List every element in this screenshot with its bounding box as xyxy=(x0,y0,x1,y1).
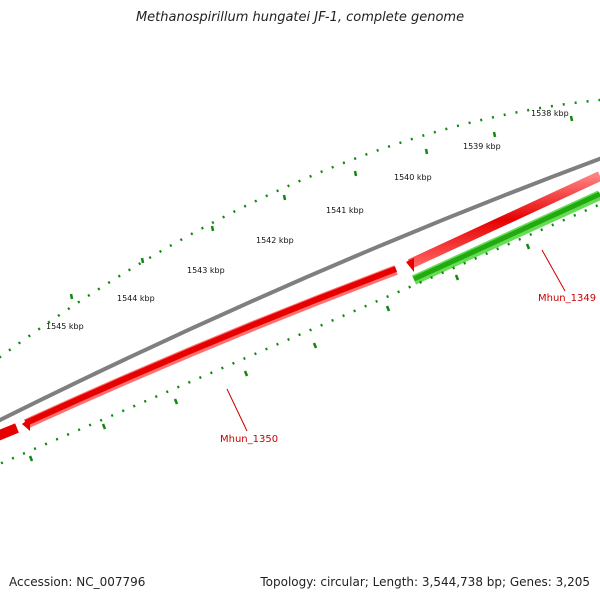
tick-label: 1540 kbp xyxy=(394,173,432,182)
gene-mhun-1350-core xyxy=(24,266,398,426)
map-title: Methanospirillum hungatei JF-1, complete… xyxy=(135,10,465,25)
gene-label: Mhun_1350 xyxy=(220,434,278,445)
gene-leader-line xyxy=(226,388,248,432)
accession-text: Accession: NC_007796 xyxy=(9,575,146,589)
gene-fragment-left xyxy=(0,423,19,441)
tick-label: 1541 kbp xyxy=(326,206,364,215)
tick-label: 1539 kbp xyxy=(463,142,501,151)
genome-backbone xyxy=(0,156,600,423)
tick-labels: 1538 kbp 1539 kbp 1540 kbp 1541 kbp 1542… xyxy=(46,109,569,331)
gene-arrowhead xyxy=(406,258,414,272)
tick-label: 1538 kbp xyxy=(531,109,569,118)
outer-major-ticks xyxy=(69,115,574,300)
inner-tick-ring xyxy=(0,202,600,466)
genome-summary-text: Topology: circular; Length: 3,544,738 bp… xyxy=(260,575,590,589)
gene-label: Mhun_1349 xyxy=(538,293,596,304)
gene-arrowhead xyxy=(22,418,30,431)
gene-arrow-reverse-track-right xyxy=(407,171,600,269)
tick-label: 1543 kbp xyxy=(187,266,225,275)
inner-major-ticks xyxy=(28,243,531,462)
tick-label: 1542 kbp xyxy=(256,236,294,245)
gene-leader-line xyxy=(541,249,566,292)
gene-mhun-1349-core xyxy=(412,191,600,282)
tick-label: 1544 kbp xyxy=(117,294,155,303)
tick-label: 1545 kbp xyxy=(46,322,84,331)
